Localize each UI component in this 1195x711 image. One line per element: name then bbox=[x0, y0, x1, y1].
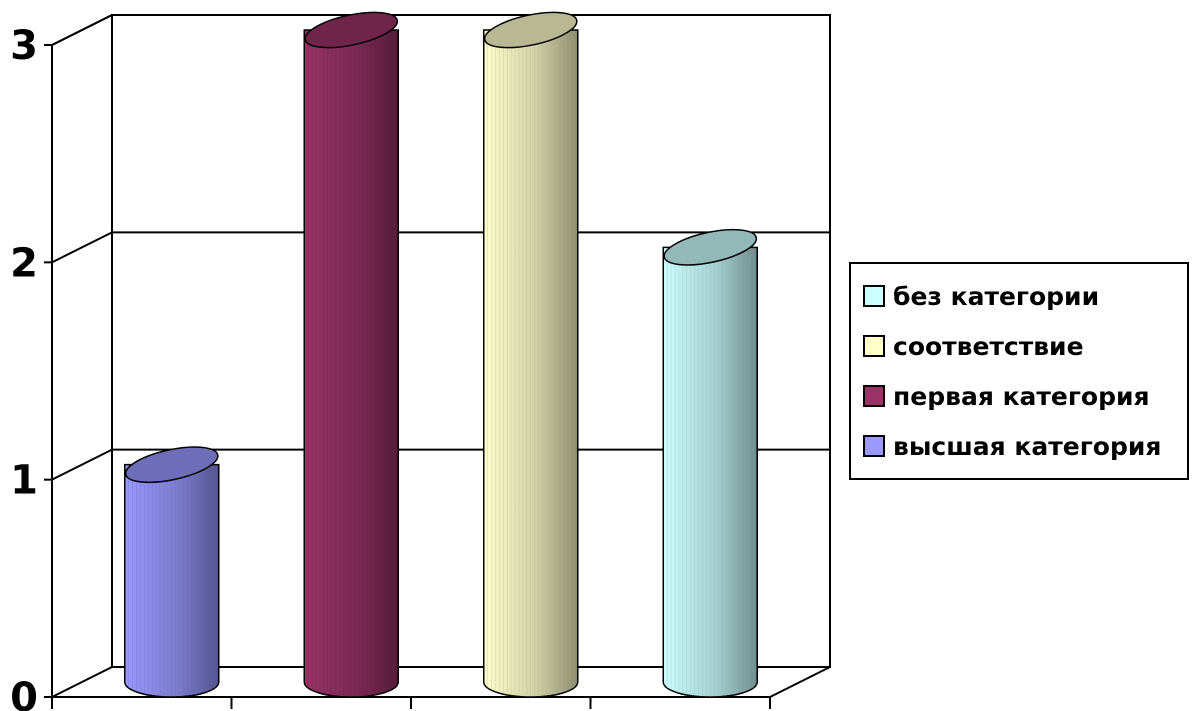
legend-swatch bbox=[863, 285, 885, 307]
legend-item: без категории bbox=[863, 276, 1099, 316]
legend-item: первая категория bbox=[863, 376, 1150, 416]
bar-body bbox=[303, 29, 399, 698]
legend-label: без категории bbox=[893, 281, 1100, 311]
bar-3 bbox=[483, 11, 579, 698]
y-axis bbox=[44, 44, 771, 709]
legend-label: первая категория bbox=[893, 381, 1150, 411]
gridline-side bbox=[51, 231, 113, 264]
legend-label: высшая категория bbox=[893, 431, 1162, 461]
bar-body bbox=[662, 246, 758, 698]
y-tick-label: 3 bbox=[10, 23, 38, 69]
y-tick-label: 1 bbox=[10, 458, 38, 504]
bar-body bbox=[483, 29, 579, 698]
bars bbox=[124, 11, 758, 698]
legend-swatch bbox=[863, 435, 885, 457]
legend-swatch bbox=[863, 335, 885, 357]
y-tick-label: 2 bbox=[10, 240, 38, 286]
legend-item: высшая категория bbox=[863, 426, 1161, 466]
y-tick-labels: 0 1 2 3 bbox=[10, 23, 38, 711]
legend: без категории соответствие первая категори… bbox=[849, 262, 1189, 480]
bar-4 bbox=[662, 228, 758, 698]
legend-swatch bbox=[863, 385, 885, 407]
gridline-side bbox=[51, 448, 113, 481]
gridline-side bbox=[51, 14, 113, 46]
bar-top bbox=[124, 446, 219, 484]
bar-top bbox=[483, 11, 578, 49]
bar-1 bbox=[124, 446, 220, 698]
legend-item: соответствие bbox=[863, 326, 1084, 366]
y-tick-label: 0 bbox=[10, 675, 38, 711]
legend-label: соответствие bbox=[893, 331, 1084, 361]
bar-body bbox=[124, 463, 220, 698]
bar-top bbox=[663, 228, 758, 266]
bar-top bbox=[304, 11, 399, 49]
bar-2 bbox=[303, 11, 399, 698]
